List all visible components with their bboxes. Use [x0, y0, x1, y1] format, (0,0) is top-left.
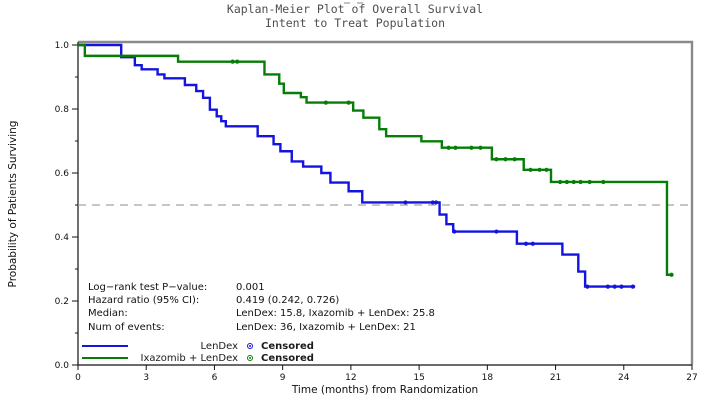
survival-curve-ixazomib-lendex: [78, 43, 674, 277]
stat-label: Hazard ratio (95% CI):: [88, 295, 200, 307]
chart-title: Kaplan-Meier Plot of Overall Survival: [226, 2, 484, 16]
svg-text:15: 15: [413, 373, 424, 383]
x-axis: 0 3 6 9 12 15 18 21 24 27: [75, 365, 698, 383]
legend-label-ixazomib-lendex: Ixazomib + LenDex: [140, 352, 238, 364]
ixazomib-lendex-line-swatch: [82, 356, 128, 360]
svg-text:6: 6: [212, 373, 218, 383]
svg-text:3: 3: [143, 373, 149, 383]
stat-label: Median:: [88, 308, 128, 320]
x-axis-title: Time (months) from Randomization: [291, 384, 479, 396]
stat-value: 0.419 (0.242, 0.726): [236, 295, 340, 307]
svg-text:24: 24: [618, 373, 630, 383]
stats-block: Log−rank test P−value: 0.001 Hazard ratio…: [88, 281, 435, 334]
stat-label: Log−rank test P−value:: [88, 282, 208, 293]
chart-subtitle: Intent to Treat Population: [264, 16, 445, 30]
svg-text:1.0: 1.0: [55, 41, 70, 51]
stat-value: LenDex: 15.8, Ixazomib + LenDex: 25.8: [236, 308, 435, 320]
legend-row-ixazomib-lendex: Ixazomib + LenDex Censored: [82, 352, 314, 364]
stat-label: Num of events:: [88, 321, 165, 333]
legend-row-lendex: LenDex Censored: [82, 340, 314, 352]
svg-text:0: 0: [75, 373, 81, 383]
stat-value: 0.001: [236, 282, 265, 293]
svg-text:0.8: 0.8: [55, 105, 70, 115]
svg-text:18: 18: [482, 373, 494, 383]
legend-label-lendex: LenDex: [200, 340, 238, 352]
stat-value: LenDex: 36, Ixazomib + LenDex: 21: [236, 321, 416, 333]
plot-legend: LenDex Censored Ixazomib + LenDex Censor…: [82, 340, 314, 364]
censored-circle-icon: [247, 355, 253, 361]
svg-text:0.0: 0.0: [55, 361, 70, 371]
y-axis: 0.0 0.2 0.4 0.6 0.8 1.0: [55, 41, 78, 371]
censored-label: Censored: [261, 352, 314, 364]
censored-label: Censored: [261, 340, 314, 352]
clipped-text-remnant: [344, 2, 350, 4]
svg-text:21: 21: [550, 373, 561, 383]
svg-text:0.4: 0.4: [55, 233, 70, 243]
survival-curve-lendex: [78, 43, 636, 289]
svg-text:0.6: 0.6: [55, 169, 70, 179]
svg-text:9: 9: [280, 373, 286, 383]
clipped-text-remnant: [357, 2, 363, 4]
svg-text:12: 12: [345, 373, 356, 383]
lendex-line-swatch: [82, 344, 128, 348]
svg-text:0.2: 0.2: [55, 297, 69, 307]
svg-text:27: 27: [686, 373, 697, 383]
censored-circle-icon: [247, 343, 253, 349]
